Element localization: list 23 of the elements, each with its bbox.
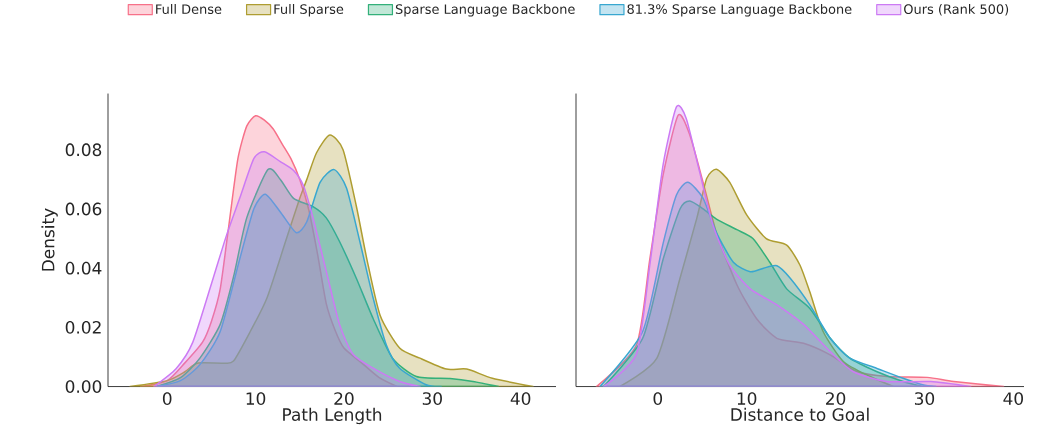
x-axis-title: Distance to Goal: [731, 408, 869, 422]
x-tick-label: 0: [653, 392, 663, 406]
x-tick-label: 10: [737, 392, 757, 406]
y-tick-label: 0.08: [65, 143, 102, 157]
y-tick-label: 0.06: [65, 202, 102, 216]
x-tick-label: 40: [510, 392, 531, 406]
legend-label: Sparse Language Backbone: [395, 4, 575, 17]
y-tick-label: 0.00: [65, 380, 102, 394]
x-tick-label: 20: [826, 392, 846, 406]
legend-label: Full Dense: [156, 4, 222, 15]
y-tick-label: 0.04: [65, 261, 102, 275]
x-tick-label: 40: [1003, 392, 1023, 406]
y-tick-label: 0.02: [65, 321, 101, 334]
x-tick-label: 30: [914, 392, 935, 406]
legend-label: Full Sparse: [274, 4, 344, 17]
legend-label: Ours (Rank 500): [904, 4, 1009, 16]
x-tick-label: 10: [246, 392, 266, 406]
x-axis-title: Path Length: [283, 408, 382, 425]
x-tick-label: 30: [422, 392, 442, 406]
legend-label: 81.3% Sparse Language Backbone: [627, 4, 852, 17]
x-tick-label: 0: [162, 392, 172, 406]
y-axis-title: Density: [41, 208, 58, 271]
x-tick-label: 20: [334, 392, 354, 406]
